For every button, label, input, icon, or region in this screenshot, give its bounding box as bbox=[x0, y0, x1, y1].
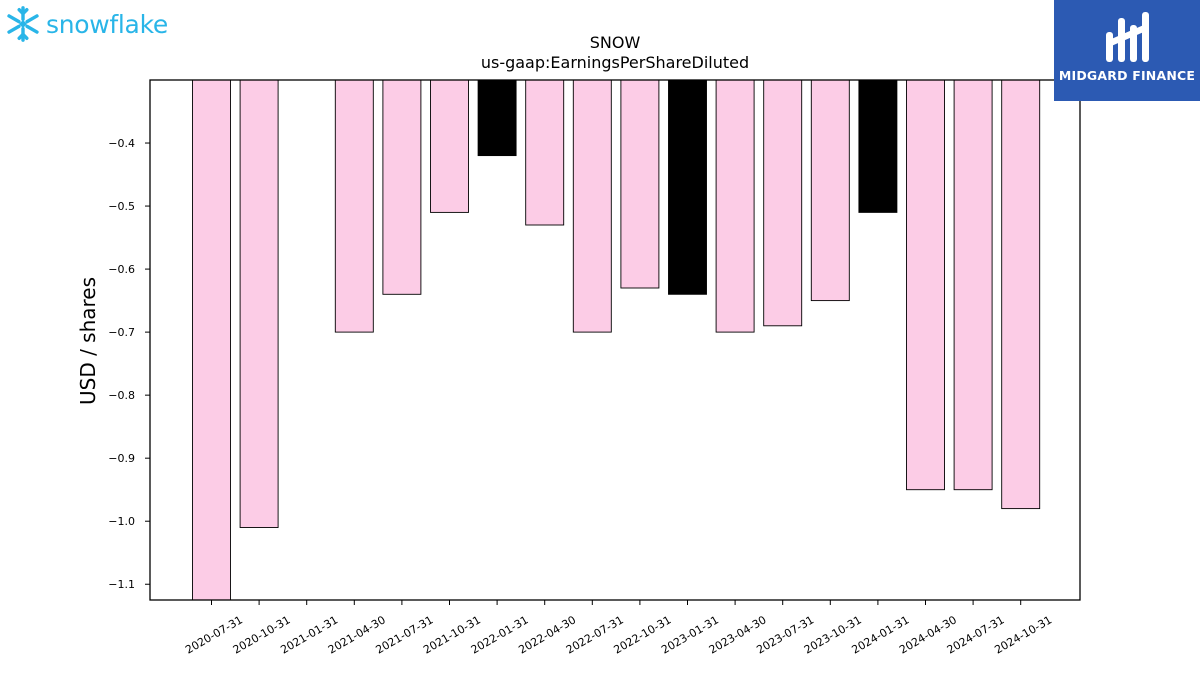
plot-frame bbox=[149, 79, 1081, 601]
y-tick-label: −0.9 bbox=[108, 452, 135, 465]
bar-2021-07-31 bbox=[382, 79, 422, 295]
bar-2024-04-30 bbox=[906, 79, 945, 491]
bar-2020-10-31 bbox=[239, 79, 279, 528]
bar-2022-10-31 bbox=[620, 79, 660, 289]
snowflake-wordmark: snowflake bbox=[46, 9, 168, 39]
chart-subtitle: us-gaap:EarningsPerShareDiluted bbox=[481, 53, 749, 72]
bar-2022-01-31 bbox=[477, 79, 517, 157]
y-tick-label: −1.0 bbox=[108, 515, 135, 528]
midgard-finance-logo: MIDGARD FINANCE bbox=[1054, 0, 1200, 101]
bar-2024-10-31 bbox=[1001, 79, 1041, 510]
chart-title: SNOW bbox=[590, 33, 641, 52]
bar-2022-04-30 bbox=[525, 79, 565, 226]
y-tick-label: −0.4 bbox=[108, 137, 135, 150]
snowflake-logo: snowflake bbox=[4, 4, 168, 44]
y-tick-label: −0.8 bbox=[108, 389, 135, 402]
y-tick-label: −0.6 bbox=[108, 263, 135, 276]
midgard-wordmark: MIDGARD FINANCE bbox=[1058, 68, 1196, 83]
midgard-logo-icon bbox=[1106, 12, 1149, 62]
bar-2022-07-31 bbox=[572, 79, 612, 333]
y-tick-label: −0.5 bbox=[108, 200, 135, 213]
bar-2023-07-31 bbox=[763, 79, 803, 327]
bar-2024-01-31 bbox=[858, 79, 898, 213]
x-axis-ticks: 2020-07-312020-10-312021-01-312021-04-30… bbox=[183, 600, 1054, 657]
bar-series bbox=[192, 79, 1041, 601]
bar-2023-10-31 bbox=[810, 79, 850, 302]
bar-2020-07-31 bbox=[192, 79, 231, 601]
snowflake-icon bbox=[7, 6, 39, 42]
y-axis-ticks: −1.1 −1.0 −0.9 −0.8 −0.7 −0.6 −0.5 −0.4 bbox=[108, 137, 150, 591]
bar-2024-07-31 bbox=[953, 79, 993, 491]
bar-2021-10-31 bbox=[430, 79, 469, 213]
y-tick-label: −1.1 bbox=[108, 578, 135, 591]
bar-2023-01-31 bbox=[668, 79, 707, 295]
y-axis-label: USD / shares bbox=[76, 277, 100, 405]
y-tick-label: −0.7 bbox=[108, 326, 135, 339]
bar-2021-04-30 bbox=[334, 79, 374, 333]
bar-2023-04-30 bbox=[715, 79, 755, 333]
